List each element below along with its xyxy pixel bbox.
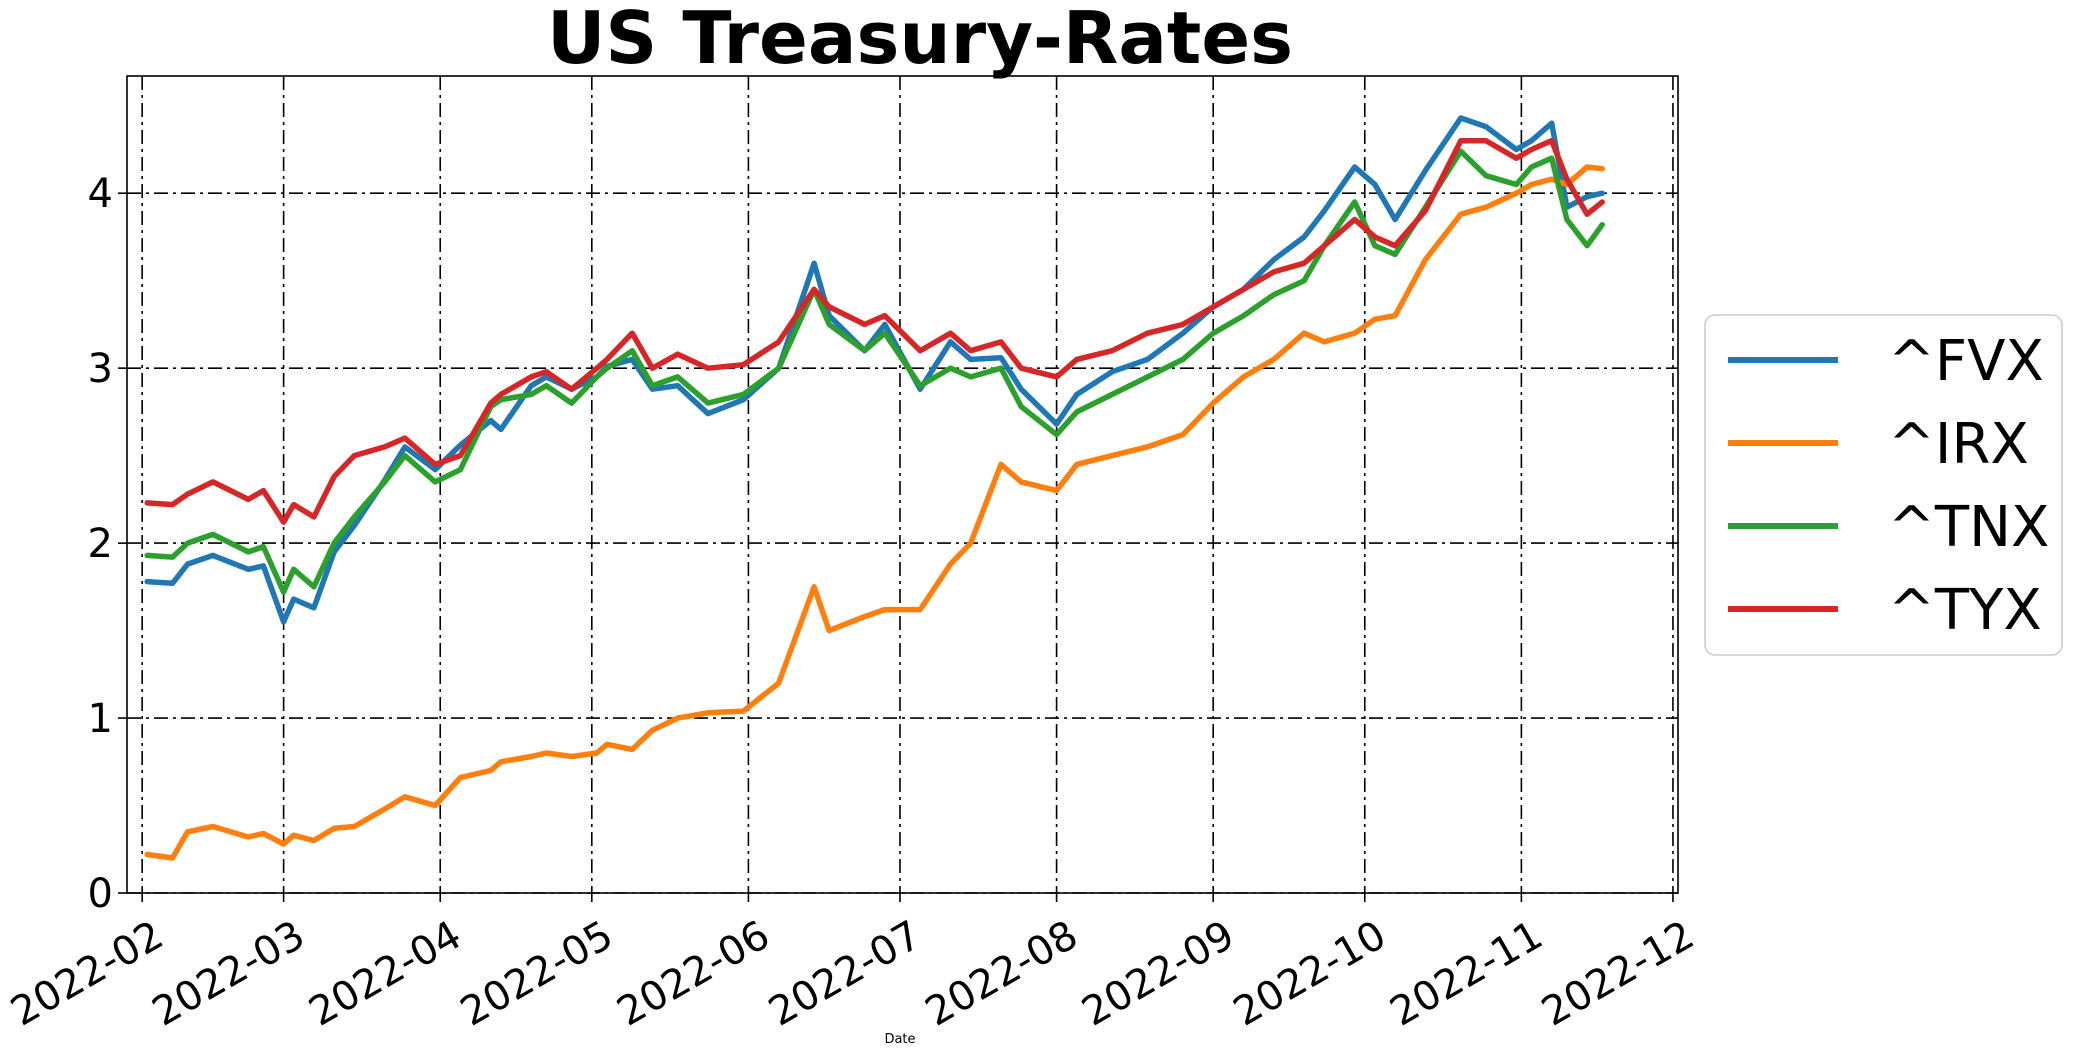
series-line-tyx bbox=[144, 137, 1605, 525]
x-tick-label: 2022-08 bbox=[918, 912, 1086, 1035]
legend-box bbox=[1704, 314, 2063, 656]
series-layer bbox=[144, 115, 1605, 861]
legend: ^FVX ^IRX ^TNX ^TYX bbox=[1704, 314, 2063, 656]
x-tick-label: 2022-06 bbox=[610, 912, 778, 1035]
y-tick-label: 4 bbox=[88, 171, 113, 217]
y-tick-label: 2 bbox=[88, 521, 113, 567]
legend-label-tnx: ^TNX bbox=[1888, 495, 2049, 560]
x-axis-ticks: 2022-022022-032022-042022-052022-062022-… bbox=[3, 893, 1702, 1035]
legend-label-fvx: ^FVX bbox=[1888, 329, 2044, 394]
y-axis-ticks: 0 1 2 3 4 bbox=[88, 171, 127, 917]
y-tick-label: 0 bbox=[88, 871, 113, 917]
x-tick-label: 2022-03 bbox=[145, 912, 313, 1035]
x-tick-label: 2022-10 bbox=[1226, 912, 1394, 1035]
x-tick-label: 2022-02 bbox=[3, 912, 171, 1035]
series-line-tnx bbox=[144, 148, 1605, 595]
plot-frame bbox=[126, 75, 1679, 894]
x-tick-label: 2022-09 bbox=[1074, 912, 1242, 1035]
chart-title: US Treasury-Rates bbox=[547, 0, 1293, 80]
x-tick-label: 2022-12 bbox=[1534, 912, 1702, 1035]
x-tick-label: 2022-07 bbox=[761, 912, 929, 1035]
x-axis-label: Date bbox=[884, 1032, 915, 1047]
y-tick-label: 1 bbox=[88, 696, 113, 742]
x-tick-label: 2022-05 bbox=[453, 912, 621, 1035]
series-line-fvx bbox=[144, 115, 1605, 625]
grid-layer bbox=[127, 76, 1678, 894]
series-line-irx bbox=[144, 164, 1605, 861]
x-tick-label: 2022-04 bbox=[301, 912, 469, 1035]
legend-label-tyx: ^TYX bbox=[1888, 578, 2042, 643]
y-tick-label: 3 bbox=[88, 346, 113, 392]
legend-label-irx: ^IRX bbox=[1888, 412, 2029, 477]
x-tick-label: 2022-11 bbox=[1383, 912, 1551, 1035]
